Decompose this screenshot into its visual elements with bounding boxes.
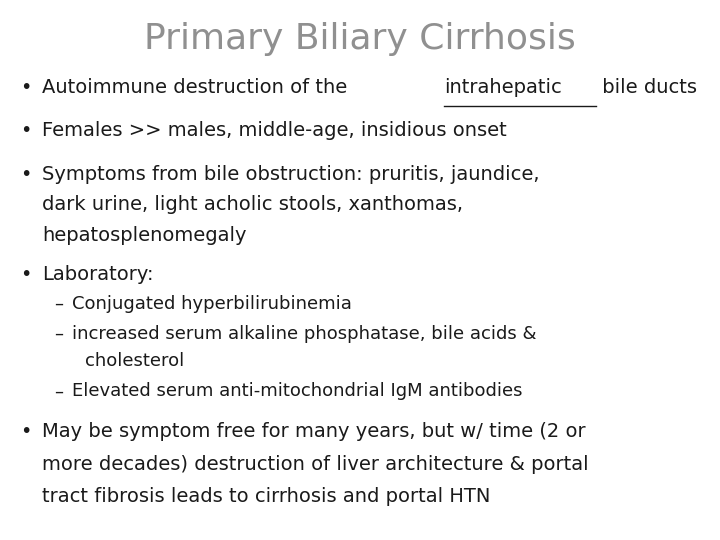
- Text: –: –: [54, 382, 63, 400]
- Text: Autoimmune destruction of the: Autoimmune destruction of the: [42, 78, 354, 97]
- Text: •: •: [20, 165, 32, 184]
- Text: tract fibrosis leads to cirrhosis and portal HTN: tract fibrosis leads to cirrhosis and po…: [42, 487, 490, 506]
- Text: Elevated serum anti-mitochondrial IgM antibodies: Elevated serum anti-mitochondrial IgM an…: [72, 382, 523, 400]
- Text: –: –: [54, 325, 63, 343]
- Text: increased serum alkaline phosphatase, bile acids &: increased serum alkaline phosphatase, bi…: [72, 325, 536, 343]
- Text: cholesterol: cholesterol: [85, 352, 184, 370]
- Text: Laboratory:: Laboratory:: [42, 265, 153, 284]
- Text: May be symptom free for many years, but w/ time (2 or: May be symptom free for many years, but …: [42, 422, 585, 441]
- Text: Females >> males, middle-age, insidious onset: Females >> males, middle-age, insidious …: [42, 122, 506, 140]
- Text: •: •: [20, 265, 32, 284]
- Text: Conjugated hyperbilirubinemia: Conjugated hyperbilirubinemia: [72, 295, 352, 313]
- Text: intrahepatic: intrahepatic: [444, 78, 562, 97]
- Text: hepatosplenomegaly: hepatosplenomegaly: [42, 226, 246, 245]
- Text: Symptoms from bile obstruction: pruritis, jaundice,: Symptoms from bile obstruction: pruritis…: [42, 165, 539, 184]
- Text: more decades) destruction of liver architecture & portal: more decades) destruction of liver archi…: [42, 455, 588, 474]
- Text: •: •: [20, 422, 32, 441]
- Text: –: –: [54, 295, 63, 313]
- Text: •: •: [20, 122, 32, 140]
- Text: Primary Biliary Cirrhosis: Primary Biliary Cirrhosis: [144, 22, 576, 56]
- Text: dark urine, light acholic stools, xanthomas,: dark urine, light acholic stools, xantho…: [42, 195, 463, 214]
- Text: bile ducts: bile ducts: [595, 78, 697, 97]
- Text: •: •: [20, 78, 32, 97]
